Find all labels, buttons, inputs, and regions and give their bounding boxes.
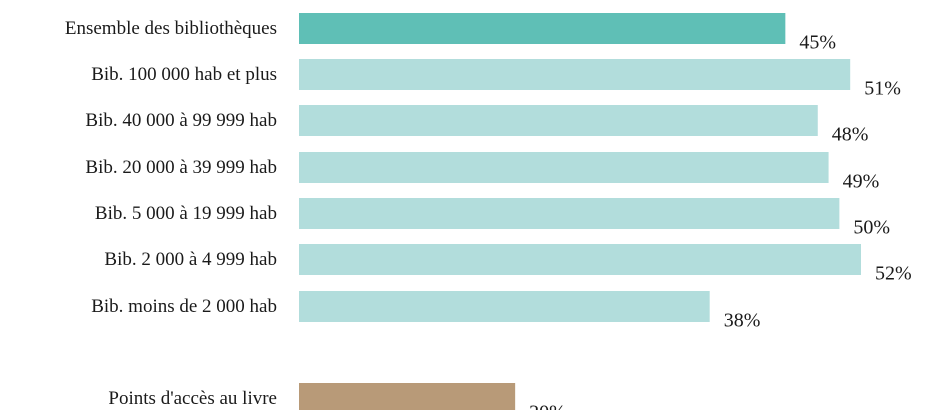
bar-6 <box>299 291 710 322</box>
bars-group <box>299 13 861 410</box>
category-label-2: Bib. 40 000 à 99 999 hab <box>85 110 277 131</box>
value-label-2: 48% <box>832 124 869 146</box>
value-label-1: 51% <box>864 78 901 100</box>
category-label-6: Bib. moins de 2 000 hab <box>91 296 277 317</box>
category-labels: Ensemble des bibliothèques Bib. 100 000 h… <box>65 18 277 409</box>
bar-0 <box>299 13 786 44</box>
bar-3 <box>299 152 829 183</box>
category-label-5: Bib. 2 000 à 4 999 hab <box>104 249 277 270</box>
bar-1 <box>299 59 851 90</box>
category-label-4: Bib. 5 000 à 19 999 hab <box>95 203 277 224</box>
bar-2 <box>299 105 818 136</box>
bar-5 <box>299 244 861 275</box>
value-label-6: 38% <box>724 310 761 332</box>
category-label-1: Bib. 100 000 hab et plus <box>91 64 277 85</box>
category-label-3: Bib. 20 000 à 39 999 hab <box>85 157 277 178</box>
value-label-5: 52% <box>875 263 912 285</box>
value-label-3: 49% <box>843 171 880 193</box>
value-label-0: 45% <box>799 32 836 54</box>
value-labels: 45% 51% 48% 49% 50% 52% 38% 20% <box>529 32 912 410</box>
bar-7 <box>299 383 516 410</box>
value-label-4: 50% <box>853 217 890 239</box>
category-label-7: Points d'accès au livre <box>108 388 277 409</box>
category-label-0: Ensemble des bibliothèques <box>65 18 277 39</box>
value-label-7: 20% <box>529 402 566 410</box>
bar-4 <box>299 198 840 229</box>
